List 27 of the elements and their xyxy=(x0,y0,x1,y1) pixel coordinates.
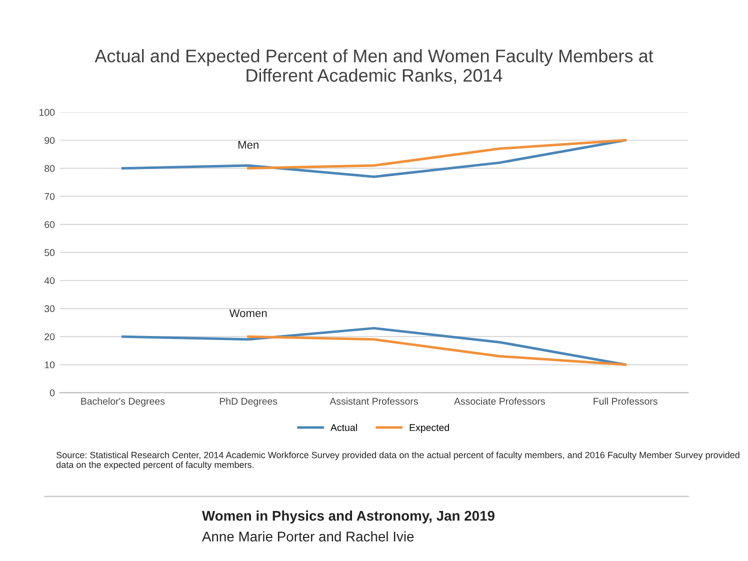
line-series xyxy=(121,326,627,366)
x-tick-label: PhD Degrees xyxy=(220,398,278,407)
line-series xyxy=(121,139,627,178)
text: Women in Physics and Astronomy, Jan 2019 xyxy=(202,510,494,524)
x-tick-label: Full Professors xyxy=(594,398,658,405)
y-tick-label: 70 xyxy=(44,193,55,200)
source-note: Source: Statistical Research Center, 2014 Academic Workforce Survey provided data on the actual percent of faculty members, and 2016 Faculty Member Survey provided data on the expected percent of faculty members. xyxy=(56,452,740,470)
text: Anne Marie Porter and Rachel Ivie xyxy=(202,531,414,542)
y-tick-label: 60 xyxy=(44,221,55,228)
x-tick-label: Assistant Professors xyxy=(330,398,418,405)
y-tick-label: 50 xyxy=(44,249,55,256)
y-tick-label: 80 xyxy=(44,165,55,172)
y-tick-label: 10 xyxy=(44,361,55,368)
y-tick-label: 0 xyxy=(50,389,55,396)
y-tick-label: 90 xyxy=(44,136,55,144)
y-tick-label: 30 xyxy=(44,305,55,312)
legend-label: Actual xyxy=(330,424,357,432)
y-tick-label: 100 xyxy=(40,108,55,116)
legend-label: Expected xyxy=(410,424,449,433)
y-tick-label: 20 xyxy=(44,333,55,340)
line-series xyxy=(247,335,627,366)
annotation: Men xyxy=(238,141,258,149)
x-tick-label: Associate Professors xyxy=(454,398,545,405)
y-tick-label: 40 xyxy=(44,277,55,284)
x-tick-label: Bachelor's Degrees xyxy=(81,398,165,407)
annotation: Women xyxy=(229,309,267,318)
chart-title: Actual and Expected Percent of Men and Women Faculty Members at Different Academic Ranks, 2014 xyxy=(94,49,654,84)
